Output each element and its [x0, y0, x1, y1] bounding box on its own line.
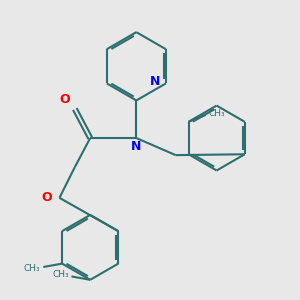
- Text: N: N: [149, 75, 160, 88]
- Text: O: O: [59, 93, 70, 106]
- Text: CH₃: CH₃: [52, 270, 69, 279]
- Text: CH₃: CH₃: [24, 264, 40, 273]
- Text: O: O: [41, 191, 52, 204]
- Text: CH₃: CH₃: [208, 109, 225, 118]
- Text: N: N: [131, 140, 142, 153]
